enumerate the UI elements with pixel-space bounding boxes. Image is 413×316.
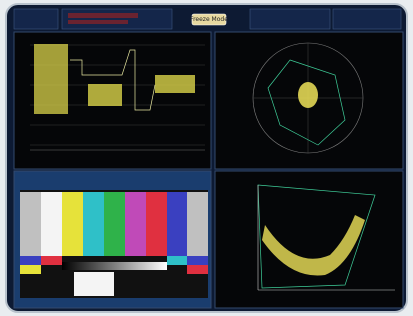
bar-gray (187, 192, 208, 256)
bar-white (41, 192, 62, 256)
bar-strip (41, 256, 62, 265)
bar-strip (20, 256, 41, 265)
bar-gray (20, 192, 41, 256)
bar-green (104, 192, 125, 256)
freeze-button-label: Freeze Mode (190, 16, 228, 23)
bar-strip (187, 256, 208, 265)
alarm-indicator (68, 20, 128, 24)
bar-strip (167, 256, 187, 265)
page: {"header":{"button":"Freeze Mode"}} Free… (0, 0, 413, 316)
gamut-panel (215, 171, 403, 308)
bar-strip (20, 265, 41, 274)
vectorscope-blob (298, 82, 318, 108)
waveform-trace (155, 75, 195, 93)
bar-strip (187, 265, 208, 274)
waveform-trace (34, 44, 68, 114)
alarm-indicator (68, 13, 138, 18)
status-box (250, 9, 330, 29)
status-box (333, 9, 401, 29)
gray-ramp (62, 262, 167, 270)
status-box (14, 9, 58, 29)
bar-blue (167, 192, 187, 256)
bar-magenta (125, 192, 146, 256)
bar-yellow (62, 192, 83, 256)
monitor-screen: Freeze Mode (0, 0, 413, 316)
waveform-trace (88, 84, 122, 106)
status-box (62, 9, 172, 29)
white-patch (74, 272, 114, 296)
bar-cyan (83, 192, 104, 256)
bar-red (146, 192, 167, 256)
